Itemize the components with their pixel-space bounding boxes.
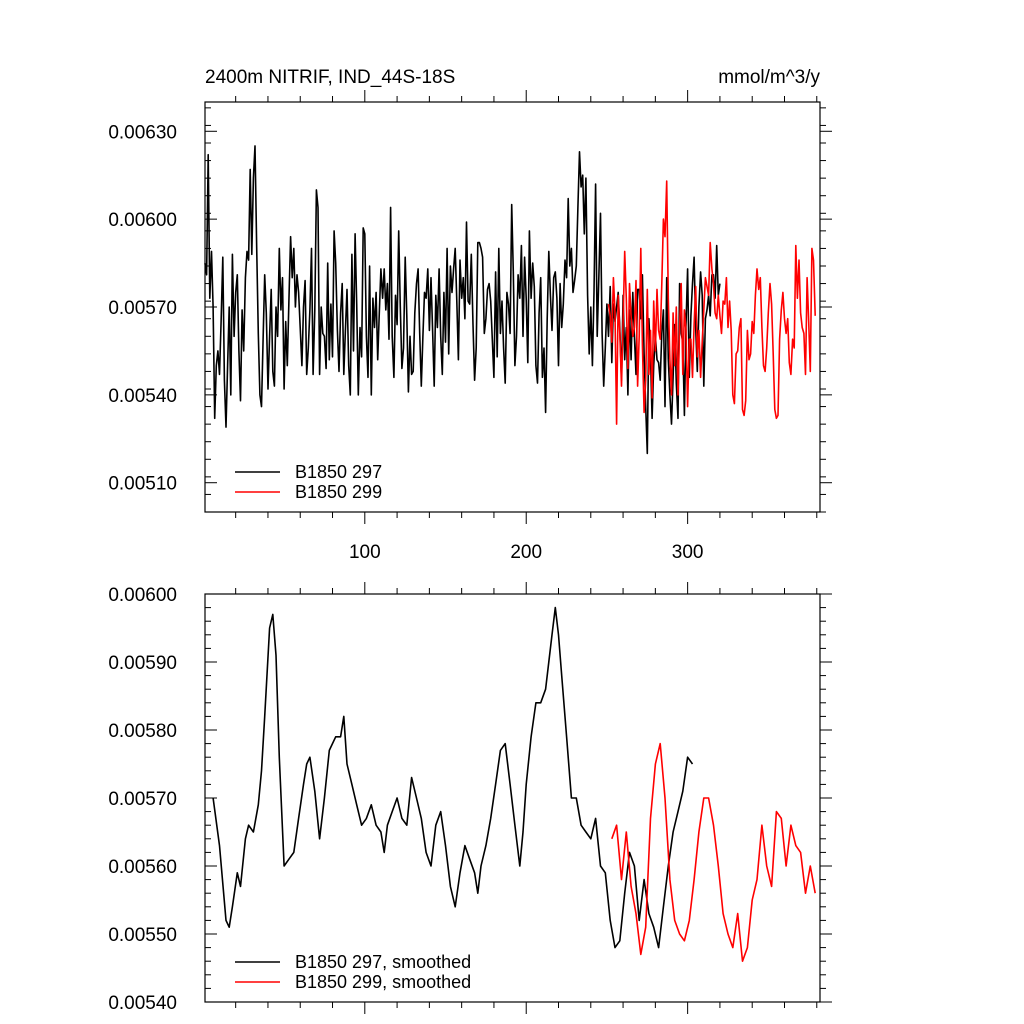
- top-y-tick-label: 0.00570: [108, 298, 177, 319]
- top-x-tick-label: 200: [510, 542, 542, 563]
- top-x-tick-label: 100: [349, 542, 381, 563]
- bottom-series-line-2: [611, 742, 816, 963]
- figure-title: 2400m NITRIF, IND_44S-18S: [205, 67, 455, 88]
- top-plot-panel: 0.00510 0.00540 0.00570 0.00600 0.00630 100 20…: [108, 90, 832, 563]
- top-y-tick-label: 0.00630: [108, 122, 177, 143]
- bottom-y-tick-label: 0.00600: [108, 585, 177, 606]
- top-series-line-2: [607, 180, 816, 425]
- top-y-tick-label: 0.00510: [108, 474, 177, 495]
- bottom-y-tick-label: 0.00550: [108, 925, 177, 946]
- bottom-y-tick-label: 0.00570: [108, 789, 177, 810]
- bottom-series-line-1: [212, 606, 694, 949]
- bottom-legend-label-2: B1850 299, smoothed: [295, 972, 471, 992]
- bottom-y-tick-label: 0.00560: [108, 857, 177, 878]
- top-x-tick-label: 300: [672, 542, 704, 563]
- bottom-legend-label-1: B1850 297, smoothed: [295, 952, 471, 972]
- bottom-y-tick-label: 0.00580: [108, 721, 177, 742]
- top-y-tick-label: 0.00540: [108, 386, 177, 407]
- bottom-y-tick-label: 0.00540: [108, 993, 177, 1014]
- bottom-y-tick-label: 0.00590: [108, 653, 177, 674]
- top-series-line-1: [204, 145, 721, 455]
- top-y-tick-label: 0.00600: [108, 210, 177, 231]
- top-legend-label-1: B1850 297: [295, 462, 382, 482]
- top-legend-label-2: B1850 299: [295, 482, 382, 502]
- figure-units: mmol/m^3/y: [718, 67, 820, 88]
- bottom-plot-panel: 0.00540 0.00550 0.00560 0.00570 0.00580 0.005…: [108, 582, 832, 1014]
